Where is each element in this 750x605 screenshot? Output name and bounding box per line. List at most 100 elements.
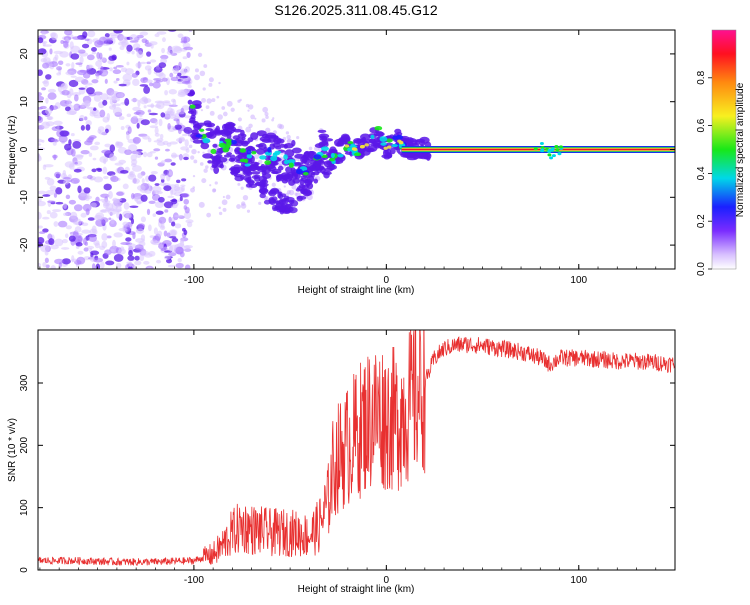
noise-speckle [175,262,184,269]
noise-speckle [94,242,101,249]
noise-speckle [136,34,144,39]
noise-speckle [56,72,62,76]
noise-speckle [120,67,128,73]
noise-speckle [83,116,88,121]
noise-speckle [115,262,122,269]
noise-speckle [119,45,125,51]
noise-speckle [139,113,143,118]
ridge-speckle [318,141,329,148]
noise-speckle [57,220,68,228]
tone-bump [539,142,544,146]
ridge-speckle [250,164,260,170]
noise-speckle [38,231,46,234]
ridge-speckle [405,153,416,158]
colorbar: 0.0 0.2 0.4 0.6 0.8 Normalized spectral ampl… [696,29,746,276]
ridge-speckle [323,138,334,142]
noise-speckle [118,248,126,255]
halo-speckle [202,151,205,154]
noise-speckle [97,126,105,132]
noise-speckle [106,37,113,42]
noise-speckle [87,106,95,110]
noise-speckle [73,168,82,173]
noise-speckle [126,132,130,141]
ridge-speckle [309,164,316,172]
noise-speckle [109,98,114,105]
branch-speckle [258,187,267,194]
noise-speckle [53,192,58,198]
noise-speckle [158,216,167,224]
halo-speckle [205,165,209,169]
noise-speckle [164,89,169,96]
noise-speckle [167,195,175,199]
ridge-speckle [317,129,327,133]
halo-speckle [239,98,242,102]
noise-speckle [178,136,185,142]
halo-speckle [271,182,276,187]
noise-speckle [101,233,108,241]
noise-speckle [83,187,91,194]
noise-speckle [171,221,176,227]
branch-speckle [281,202,289,209]
noise-speckle [131,72,138,78]
ridge-hotspot [283,154,288,160]
halo-speckle [296,136,300,140]
tone-bump [540,148,545,152]
noise-speckle [38,69,43,77]
noise-speckle [83,82,93,86]
noise-speckle [166,232,171,238]
halo-speckle [247,109,250,112]
noise-speckle [152,213,157,217]
noise-speckle [125,81,131,86]
noise-speckle [155,80,163,83]
halo-speckle [214,181,218,185]
noise-speckle [112,209,122,212]
noise-speckle [170,162,176,166]
noise-speckle [93,94,102,102]
ridge-speckle [337,139,345,147]
noise-speckle [180,146,190,151]
ridge-speckle [250,171,261,175]
halo-speckle [194,74,200,81]
halo-speckle [250,114,255,120]
noise-speckle [165,148,170,152]
noise-speckle [183,156,189,161]
noise-speckle [183,115,191,119]
x-tick-label: -100 [184,275,204,286]
halo-speckle [272,117,275,120]
ridge-speckle [216,156,221,164]
halo-speckle [279,124,285,130]
noise-speckle [41,40,48,44]
y-tick-label: 0 [19,567,30,573]
noise-speckle [52,209,62,213]
noise-speckle [154,201,164,208]
noise-speckle [69,211,78,220]
ridge-peak [397,139,402,143]
ridge-speckle [383,155,391,160]
noise-speckle [94,72,101,77]
ridge-peak [359,145,365,149]
noise-speckle [183,198,190,205]
ridge-hotspot [354,152,362,157]
noise-speckle [181,178,187,182]
noise-speckle [150,170,158,175]
halo-speckle [265,115,269,119]
noise-speckle [168,114,177,119]
branch-speckle [288,199,295,204]
ridge-speckle [247,176,252,183]
halo-speckle [190,155,195,160]
noise-speckle [131,50,135,55]
noise-speckle [160,173,166,181]
noise-speckle [63,176,71,180]
ridge-speckle [279,143,286,148]
noise-speckle [112,69,122,75]
noise-speckle [43,57,51,64]
noise-speckle [81,43,90,49]
noise-speckle [38,92,42,97]
noise-speckle [53,154,57,161]
halo-speckle [286,134,291,140]
noise-speckle [162,101,171,106]
noise-speckle [172,68,177,72]
halo-speckle [248,123,253,129]
noise-speckle [75,242,83,247]
ridge-speckle [301,184,309,190]
